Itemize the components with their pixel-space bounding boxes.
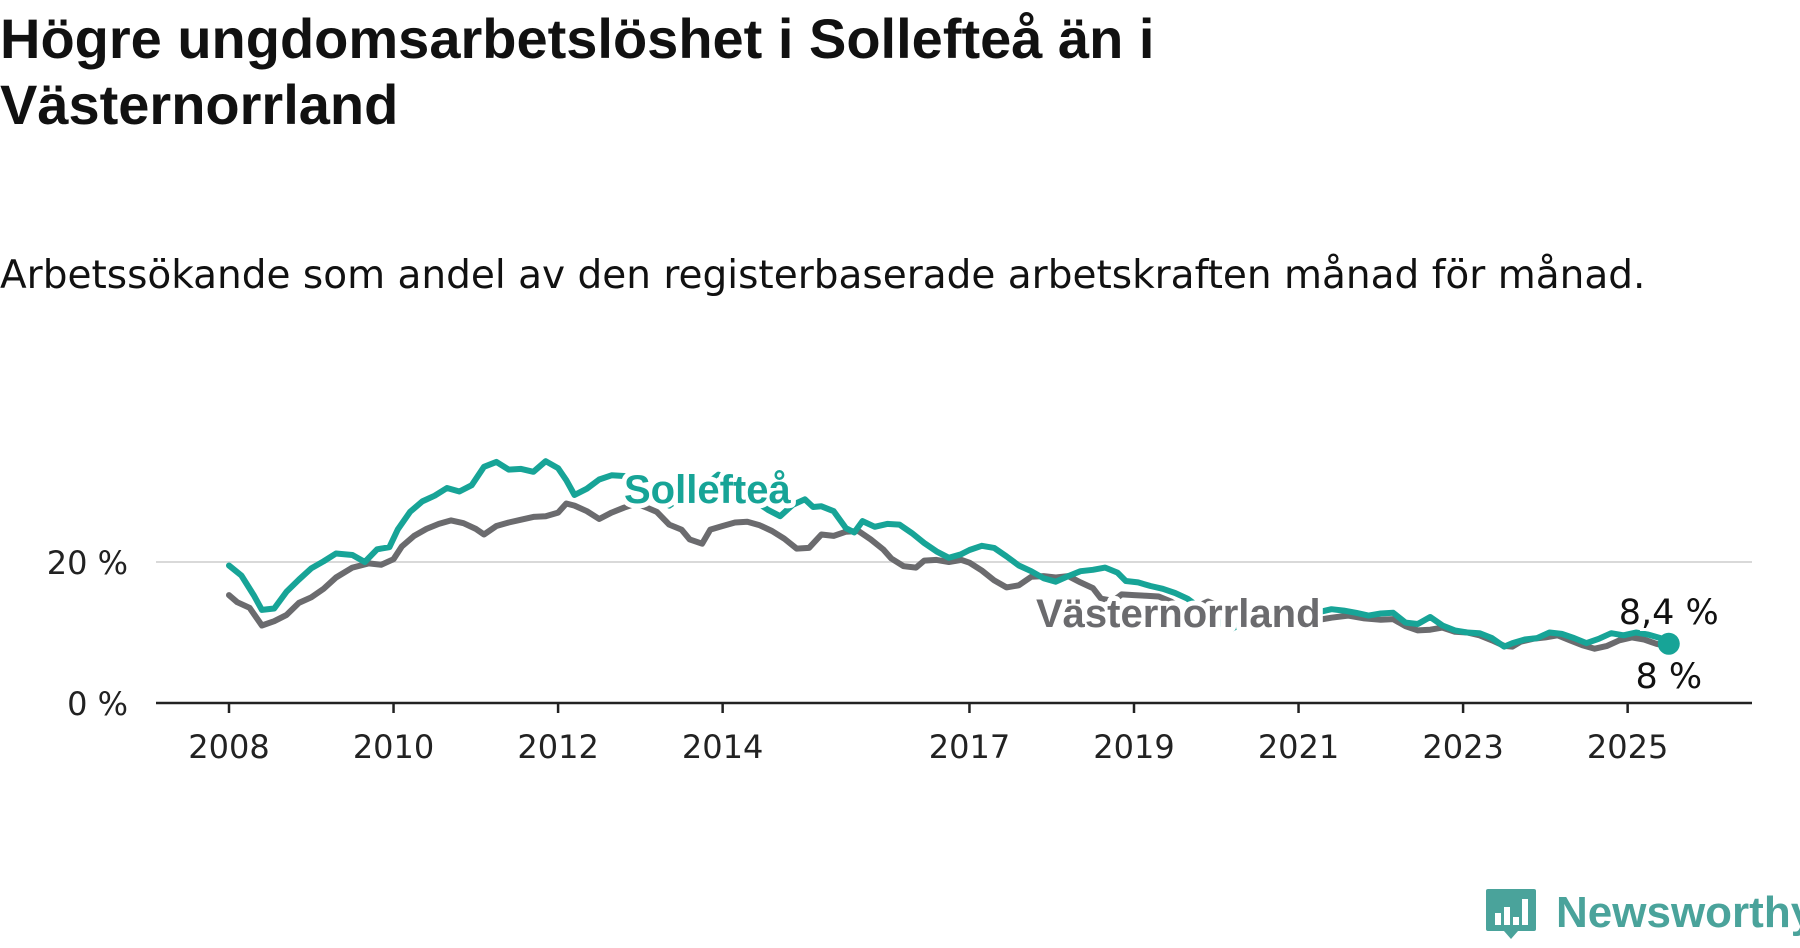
series-label-vasternorrland: Västernorrland [1036, 592, 1321, 636]
x-tick-label: 2008 [188, 728, 269, 766]
newsworthy-logo-icon [1486, 889, 1536, 939]
newsworthy-logo: Newsworthy [1484, 887, 1800, 939]
x-tick-label: 2014 [682, 728, 763, 766]
chart-subtitle: Arbetssökande som andel av den registerb… [0, 253, 1646, 298]
x-tick-label: 2023 [1422, 728, 1503, 766]
series-label-solleftea: Sollefteå [624, 468, 791, 512]
x-tick-label: 2021 [1258, 728, 1339, 766]
chart-title: Högre ungdomsarbetslöshet i Sollefteå än… [0, 7, 1155, 136]
y-tick-label: 20 % [47, 544, 128, 582]
x-tick-label: 2025 [1587, 728, 1668, 766]
x-tick-label: 2017 [929, 728, 1010, 766]
x-tick-label: 2019 [1093, 728, 1174, 766]
series-line-solleftea [226, 458, 1672, 650]
series-line-vasternorrland [226, 500, 1672, 652]
x-tick-label: 2010 [353, 728, 434, 766]
end-label-solleftea: 8,4 % [1619, 593, 1719, 633]
brand-name: Newsworthy [1556, 888, 1800, 937]
x-tick-label: 2012 [517, 728, 598, 766]
end-label-vasternorrland: 8 % [1635, 657, 1702, 697]
y-tick-label: 0 % [67, 685, 128, 723]
series-end-marker [1657, 632, 1680, 655]
